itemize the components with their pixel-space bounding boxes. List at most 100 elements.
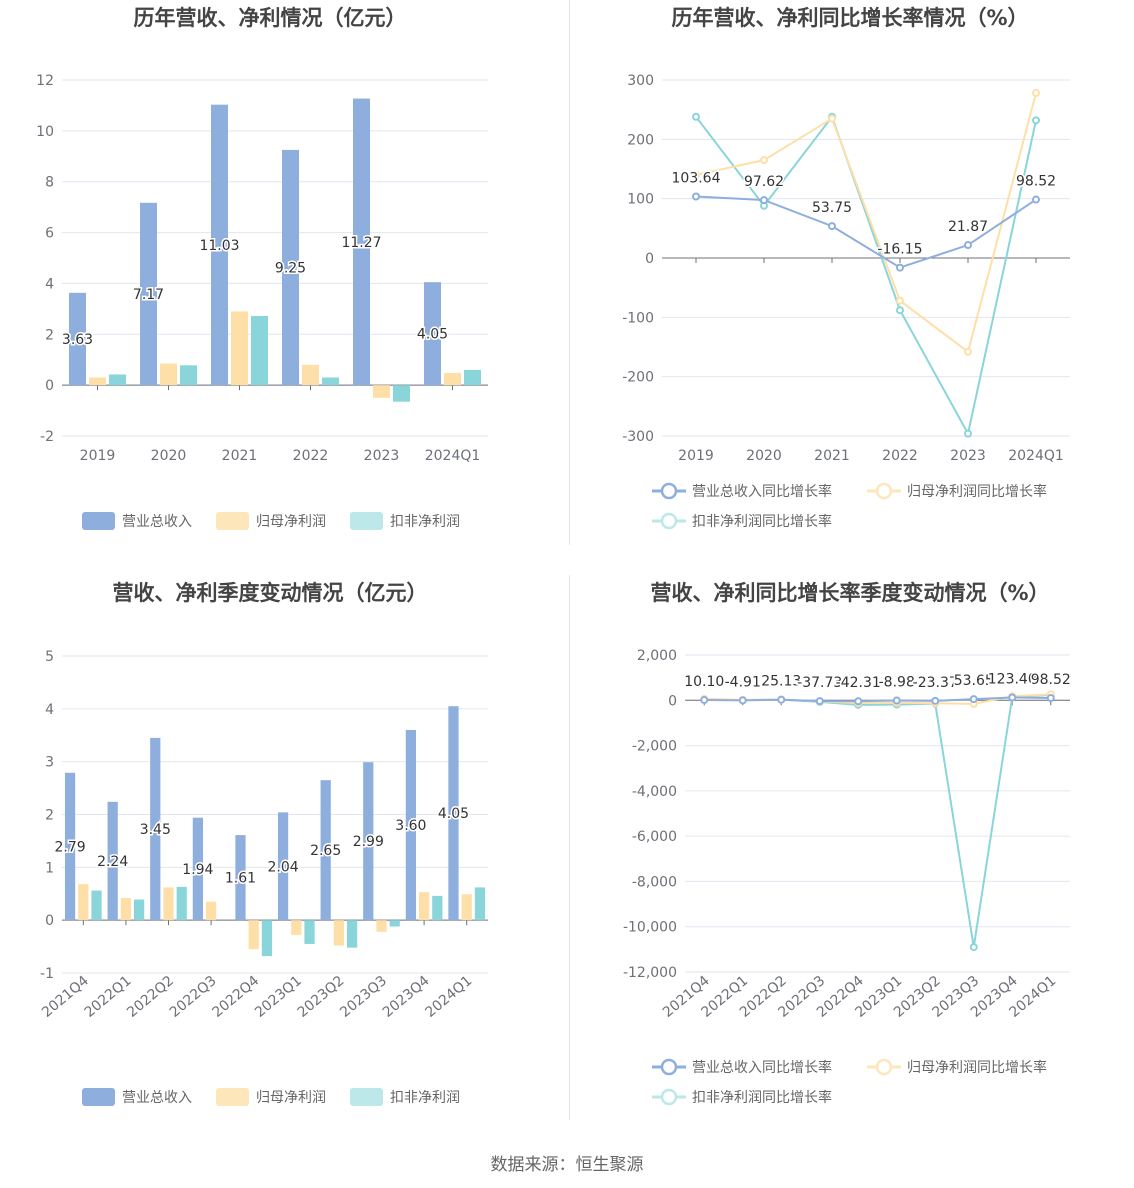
legend-label: 归母净利润同比增长率 bbox=[907, 1059, 1047, 1076]
x-tick-label: 2023Q1 bbox=[252, 973, 305, 1021]
legend-label: 扣非净利润 bbox=[390, 1090, 460, 1106]
series-point bbox=[760, 156, 768, 165]
annual-chart-svg: 历年营收、净利情况（亿元） -2 0 2 4 6 8 10 12 2019 2020 2021 2022… bbox=[36, 6, 488, 530]
bar-data-label: 11.27 bbox=[341, 235, 381, 251]
x-tick-label: 2020 bbox=[746, 448, 782, 464]
bar-data-label: 9.25 bbox=[275, 261, 306, 277]
y-tick-label: -100 bbox=[622, 310, 654, 326]
bar-parent-profit bbox=[231, 311, 248, 386]
line-data-label: 21.87 bbox=[948, 219, 988, 235]
annual-yoy-chart: 历年营收、净利同比增长率情况（%） -300 -200 -100 0 100 200 300 2… bbox=[567, 0, 1134, 560]
legend-marker bbox=[660, 1088, 678, 1106]
legend-marker bbox=[875, 482, 893, 500]
y-tick-label: 2,000 bbox=[637, 648, 677, 664]
legend-swatch bbox=[82, 512, 115, 530]
line-data-label: 10.10 bbox=[684, 674, 724, 690]
bar-revenue bbox=[192, 817, 203, 921]
legend-swatch bbox=[216, 1088, 249, 1106]
bar-deducted-profit bbox=[251, 315, 268, 386]
y-tick-label: 200 bbox=[627, 132, 654, 148]
bar-deducted-profit bbox=[180, 365, 197, 386]
series-line bbox=[695, 195, 1037, 269]
y-tick-label: 5 bbox=[45, 649, 54, 665]
y-tick-label: 4 bbox=[45, 276, 54, 292]
bar-deducted-profit bbox=[91, 890, 102, 921]
line-data-label: 98.52 bbox=[1016, 174, 1056, 190]
bar-revenue bbox=[353, 98, 370, 386]
bar-deducted-profit bbox=[389, 920, 400, 927]
bar-revenue bbox=[69, 292, 86, 386]
x-tick-label: 2023 bbox=[364, 448, 400, 464]
series-point bbox=[964, 347, 972, 356]
series-point bbox=[777, 695, 786, 704]
series-point bbox=[760, 196, 768, 205]
quarterly-yoy-chart-svg: 营收、净利同比增长率季度变动情况（%） -12,000 -10,000 -8,000 -… bbox=[623, 581, 1072, 1106]
bar-revenue bbox=[150, 737, 161, 921]
line-data-label: 103.64 bbox=[672, 171, 721, 187]
series-line bbox=[704, 696, 1051, 703]
x-tick-label: 2019 bbox=[678, 448, 714, 464]
bar-revenue bbox=[405, 729, 416, 921]
bar-parent-profit bbox=[163, 887, 174, 921]
legend-label: 归母净利润 bbox=[256, 513, 326, 530]
bar-parent-profit bbox=[120, 897, 132, 921]
y-tick-label: -1 bbox=[40, 966, 54, 982]
legend-marker bbox=[660, 512, 678, 530]
y-tick-label: 3 bbox=[45, 755, 54, 771]
legend-marker bbox=[875, 1058, 893, 1076]
bar-deducted-profit bbox=[474, 887, 486, 921]
x-tick-label: 2021 bbox=[814, 448, 850, 464]
bar-data-label: 3.63 bbox=[62, 332, 93, 348]
x-tick-label: 2019 bbox=[80, 448, 116, 464]
bar-revenue bbox=[277, 812, 289, 921]
chart-title: 营收、净利同比增长率季度变动情况（%） bbox=[650, 581, 1049, 605]
series-point bbox=[964, 241, 972, 250]
y-tick-label: 0 bbox=[668, 693, 677, 709]
divider-top bbox=[569, 0, 570, 545]
y-tick-label: 4 bbox=[45, 702, 54, 718]
bar-revenue bbox=[424, 282, 441, 386]
series-point bbox=[964, 429, 972, 438]
x-tick-label: 2022Q2 bbox=[124, 973, 177, 1021]
y-tick-label: 0 bbox=[45, 378, 54, 394]
line-data-label: -37.73 bbox=[797, 675, 842, 691]
series-point bbox=[896, 306, 904, 315]
bar-parent-profit bbox=[291, 920, 302, 935]
line-data-label: 98.52 bbox=[1031, 672, 1071, 688]
series-point bbox=[1008, 693, 1017, 702]
bar-revenue bbox=[448, 706, 459, 921]
series-point bbox=[700, 696, 709, 705]
y-tick-label: 8 bbox=[45, 175, 54, 191]
y-tick-label: 12 bbox=[36, 73, 54, 89]
y-tick-label: 300 bbox=[627, 73, 654, 89]
series-point bbox=[931, 696, 940, 705]
y-tick-label: -300 bbox=[622, 429, 654, 445]
bar-deducted-profit bbox=[432, 895, 443, 921]
annual-yoy-chart-svg: 历年营收、净利同比增长率情况（%） -300 -200 -100 0 100 200 300 2… bbox=[622, 6, 1070, 530]
line-data-label: -16.15 bbox=[877, 242, 922, 258]
y-tick-label: 6 bbox=[45, 226, 54, 242]
series-point bbox=[1032, 195, 1040, 204]
x-tick-label: 2022 bbox=[293, 448, 329, 464]
line-data-label: 53.75 bbox=[812, 200, 852, 216]
y-tick-label: -4,000 bbox=[632, 784, 677, 800]
series-point bbox=[969, 695, 978, 704]
bar-data-label: 11.03 bbox=[199, 238, 239, 254]
x-tick-label: 2023Q4 bbox=[380, 973, 433, 1021]
bar-deducted-profit bbox=[261, 920, 273, 957]
x-tick-label: 2023Q2 bbox=[295, 973, 348, 1021]
line-data-label: 123.40 bbox=[988, 671, 1037, 687]
line-data-label: 25.13 bbox=[761, 674, 801, 690]
chart-title: 历年营收、净利情况（亿元） bbox=[134, 6, 407, 30]
legend-label: 扣非净利润同比增长率 bbox=[692, 513, 832, 530]
y-tick-label: 100 bbox=[627, 192, 654, 208]
bar-data-label: 7.17 bbox=[133, 287, 164, 303]
bar-parent-profit bbox=[444, 372, 461, 386]
bar-data-label: 2.04 bbox=[267, 859, 298, 875]
series-point bbox=[828, 114, 836, 123]
legend-label: 归母净利润 bbox=[256, 1089, 326, 1106]
legend-label: 扣非净利润同比增长率 bbox=[692, 1089, 832, 1106]
line-data-label: -23.37 bbox=[913, 675, 958, 691]
bar-deducted-profit bbox=[134, 899, 145, 921]
chart-title: 历年营收、净利同比增长率情况（%） bbox=[671, 6, 1028, 30]
